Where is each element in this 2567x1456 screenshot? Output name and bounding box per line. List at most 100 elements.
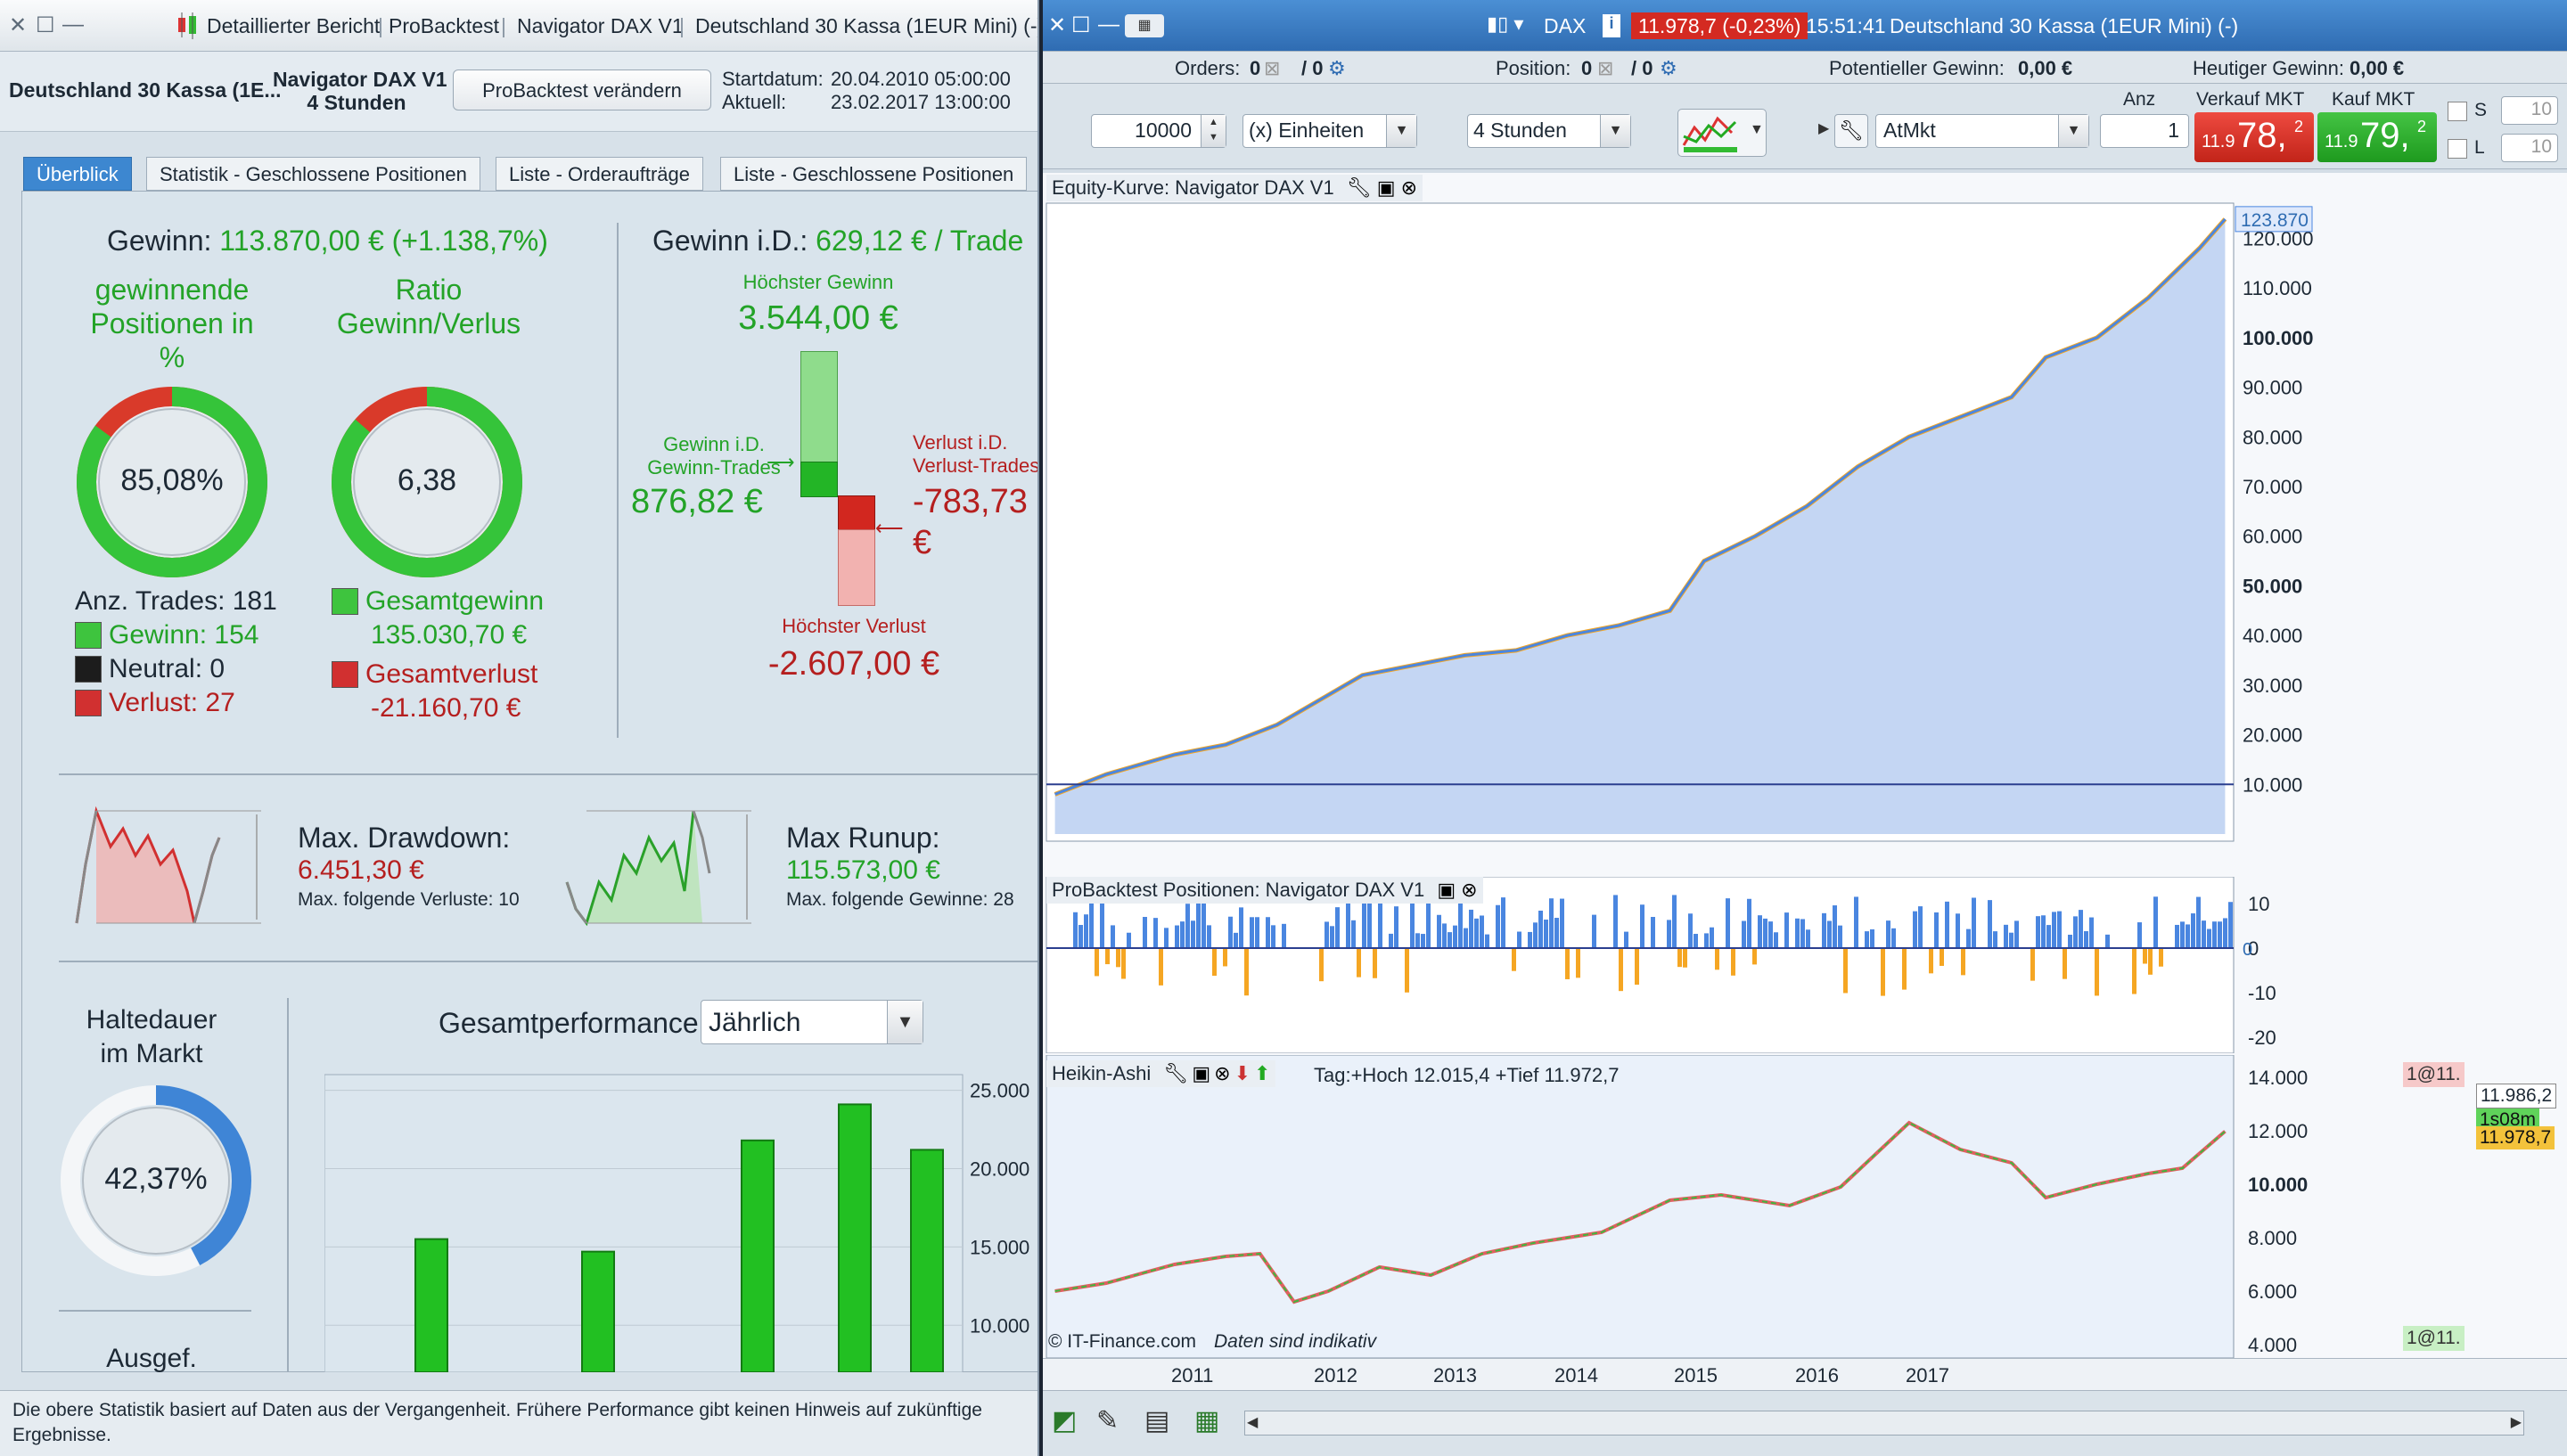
y-tick-label: 10: [2248, 893, 2269, 915]
position-bar-win: [1175, 925, 1179, 948]
order-tag-bottom[interactable]: 1@11.: [2403, 1326, 2464, 1351]
modify-backtest-button[interactable]: ProBacktest verändern: [453, 70, 711, 110]
y-tick-label: 20.000: [970, 1157, 1029, 1180]
gear-icon[interactable]: ⚙: [1328, 57, 1346, 79]
instrument-title: Deutschland 30 Kassa (1EUR Mini) (-): [1890, 14, 2239, 37]
table-icon[interactable]: ▦: [1194, 1406, 1220, 1436]
position-bar-loss: [1902, 948, 1907, 990]
position-bar-win: [1442, 923, 1447, 948]
arrow-right-icon: ⟶: [767, 451, 795, 473]
holding-donut: [61, 1085, 251, 1276]
keyboard-icon[interactable]: ▦: [1125, 14, 1164, 37]
strategy-button[interactable]: ▼: [1677, 109, 1767, 157]
maximize-icon[interactable]: ☐: [1071, 13, 1091, 37]
expand-icon[interactable]: ▶: [1818, 121, 1830, 136]
position-bar-win: [1362, 895, 1366, 948]
potential-gain-label: Potentieller Gewinn:: [1829, 57, 2005, 79]
limit-input[interactable]: 10: [2501, 134, 2558, 162]
close-icon[interactable]: ⊗: [1400, 176, 1417, 199]
position-bar-win: [1838, 925, 1842, 948]
arrow-up-icon[interactable]: ⬆: [1254, 1062, 1271, 1084]
window-icon[interactable]: ▣: [1376, 176, 1396, 199]
minimize-icon[interactable]: —: [62, 12, 84, 37]
position-bar-loss: [1619, 948, 1623, 992]
candle-icon: ▮▯ ▾: [1487, 12, 1524, 35]
position-bar-win: [1768, 921, 1773, 948]
position-bar-loss: [1677, 948, 1682, 968]
x-tick: 2016: [1795, 1364, 1839, 1386]
minimize-icon[interactable]: —: [1098, 12, 1119, 37]
close-icon[interactable]: ⊗: [1214, 1062, 1231, 1084]
spinner-icon[interactable]: ▲ ▼: [1201, 115, 1226, 147]
wrench-icon[interactable]: 🔧︎: [1834, 114, 1868, 148]
chevron-down-icon: ▼: [2058, 115, 2088, 147]
info-icon[interactable]: i: [1603, 14, 1620, 37]
cancel-icon[interactable]: ⊠: [1264, 57, 1281, 79]
close-icon[interactable]: ⊗: [1461, 879, 1478, 901]
position-bar-win: [1560, 898, 1564, 948]
gear-icon[interactable]: ⚙: [1660, 57, 1677, 79]
position-bar-win: [2105, 934, 2110, 948]
buy-button[interactable]: 11.9 79, 2: [2317, 112, 2437, 162]
position-bar-win: [1207, 925, 1211, 948]
close-icon[interactable]: ✕: [1048, 13, 1067, 37]
position-bar-win: [1480, 915, 1484, 948]
total-gain-label: Gesamtgewinn: [332, 585, 544, 618]
holding-value: 42,37%: [104, 1162, 208, 1196]
arrow-down-icon[interactable]: ⬇: [1234, 1062, 1251, 1084]
position-bar-win: [1758, 915, 1762, 948]
report-titlebar: ✕ ☐ — Detaillierter Bericht | ProBacktes…: [0, 0, 1039, 52]
position-bar-win: [1640, 904, 1644, 948]
price-header: Heikin-Ashi 🔧︎ ▣ ⊗ ⬇ ⬆: [1046, 1060, 1276, 1087]
account-statusbar: Orders: 0 ⊠ / 0 ⚙ Position: 0 ⊠ / 0 ⚙ Po…: [1043, 52, 2567, 84]
order-tag-top[interactable]: 1@11.: [2403, 1062, 2464, 1087]
stop-input[interactable]: 10: [2501, 96, 2558, 125]
window-icon[interactable]: ▣: [1437, 879, 1456, 901]
crumb-instrument: Deutschland 30 Kassa (1EUR Mini) (-): [695, 14, 1039, 37]
disclaimer: Daten sind indikativ: [1214, 1331, 1377, 1352]
perf-bar: [414, 1238, 448, 1372]
close-icon[interactable]: ✕: [9, 13, 28, 37]
limit-checkbox[interactable]: [2448, 139, 2467, 159]
y-tick-label: -20: [2248, 1027, 2276, 1049]
tab-orders[interactable]: Liste - Orderaufträge: [496, 157, 703, 191]
position-bar-win: [1089, 899, 1094, 948]
position-bar-win: [1972, 897, 1976, 948]
wrench-icon[interactable]: 🔧︎: [1163, 1062, 1189, 1084]
position-bar-win: [1966, 928, 1971, 948]
list-icon[interactable]: ▤: [1144, 1406, 1170, 1436]
divider: [617, 223, 619, 738]
position-bar-win: [1496, 904, 1500, 948]
symbol-name: DAX: [1544, 14, 1587, 37]
maximize-icon[interactable]: ☐: [36, 13, 55, 37]
position-bar-win: [1704, 933, 1709, 948]
timeframe-dropdown[interactable]: 4 Stunden ▼: [1467, 114, 1631, 148]
position-bar-loss: [2148, 948, 2153, 975]
scroll-right-icon[interactable]: ▶: [2510, 1415, 2522, 1430]
price-chart: 4.000 6.000 8.000 10.000 12.000 14.000: [1046, 1055, 2308, 1358]
scroll-left-icon[interactable]: ◀: [1247, 1415, 1259, 1430]
order-type-dropdown[interactable]: AtMkt ▼: [1875, 114, 2089, 148]
position-bar-win: [1143, 917, 1147, 948]
stop-checkbox[interactable]: [2448, 102, 2467, 121]
separator: [59, 1310, 251, 1312]
position-bar-loss: [1319, 948, 1324, 982]
anz-input[interactable]: 1: [2100, 114, 2189, 148]
avg-loss-bar: [838, 495, 875, 531]
window-icon[interactable]: ▣: [1192, 1062, 1211, 1084]
horizontal-scrollbar[interactable]: ◀ ▶: [1244, 1411, 2524, 1436]
x-tick: 2017: [1906, 1364, 1949, 1386]
position-bar-loss: [1116, 948, 1120, 968]
position-bar-win: [1282, 923, 1286, 948]
tab-statistics[interactable]: Statistik - Geschlossene Positionen: [146, 157, 480, 191]
tab-overview[interactable]: Überblick: [23, 157, 132, 191]
unit-dropdown[interactable]: (x) Einheiten ▼: [1242, 114, 1417, 148]
tab-closed-positions[interactable]: Liste - Geschlossene Positionen: [720, 157, 1028, 191]
cancel-icon[interactable]: ⊠: [1597, 57, 1614, 79]
sell-button[interactable]: 11.9 78, 2: [2194, 112, 2314, 162]
chart-icon[interactable]: ◩: [1052, 1406, 1078, 1436]
period-dropdown[interactable]: Jährlich ▼: [701, 1000, 923, 1044]
quantity-input[interactable]: 10000 ▲ ▼: [1091, 114, 1226, 148]
wrench-icon[interactable]: 🔧︎: [1346, 176, 1372, 199]
drawing-tools-icon[interactable]: ✎: [1096, 1406, 1119, 1436]
